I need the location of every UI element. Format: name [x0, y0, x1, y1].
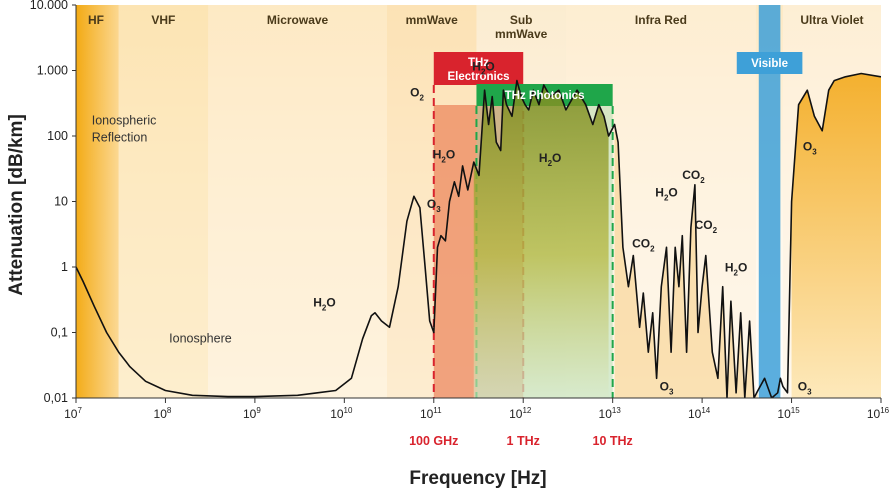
molecule-label: H2O: [313, 295, 335, 312]
y-tick-label: 0,01: [44, 391, 68, 405]
molecule-label: O3: [427, 197, 441, 214]
thz-photonics-label: THz Photonics: [505, 90, 585, 102]
visible-label: Visible: [751, 58, 788, 70]
thz-absorption-fill: [473, 80, 609, 398]
x-tick-label: 1013: [599, 406, 622, 421]
molecule-label: H2O: [472, 60, 494, 77]
x-tick-label: 1015: [777, 406, 800, 421]
molecule-label: O3: [803, 140, 817, 157]
visible-band: [758, 5, 781, 398]
band-label: VHF: [151, 13, 175, 27]
uv-absorption-fill: [791, 73, 881, 398]
molecule-label: CO2: [682, 168, 705, 185]
band-label: HF: [88, 13, 104, 27]
molecule-label: H2O: [655, 185, 677, 202]
band-label: Infra Red: [635, 13, 687, 27]
molecule-label: CO2: [695, 218, 718, 235]
x-axis-label: Frequency [Hz]: [409, 468, 546, 489]
band-label: mmWave: [495, 27, 548, 41]
attenuation-line: [76, 72, 881, 398]
molecule-label: H2O: [539, 151, 561, 168]
region-annotation: Ionosphere: [169, 332, 232, 346]
frequency-marker-label: 10 THz: [593, 434, 633, 448]
axes: 107 108 109 1010 1011 1012 1013 1014 1015 1016 0,0…: [30, 0, 890, 448]
y-tick-label: 0,1: [51, 326, 68, 340]
frequency-marker-label: 1 THz: [507, 434, 540, 448]
molecule-label: H2O: [433, 148, 455, 165]
x-tick-label: 1014: [688, 406, 711, 421]
band-label: Ultra Violet: [800, 13, 863, 27]
x-tick-label: 1011: [420, 406, 442, 421]
molecule-label: O3: [660, 380, 674, 397]
x-tick-label: 1012: [509, 406, 532, 421]
y-tick-label: 1: [61, 260, 68, 274]
y-tick-label: 100: [47, 129, 68, 143]
thz-electronics-label-box: [433, 52, 524, 85]
x-tick-label: 107: [64, 406, 82, 421]
band-label: mmWave: [406, 13, 459, 27]
x-tick-label: 1016: [867, 406, 890, 421]
region-annotation: Reflection: [92, 130, 148, 144]
band-label: Microwave: [267, 13, 329, 27]
visible-label-box: [736, 52, 803, 74]
molecule-label: CO2: [632, 236, 655, 253]
molecule-label: O3: [798, 380, 812, 397]
thz-electronics-label: THz: [468, 57, 489, 69]
band-background: [76, 5, 119, 398]
y-tick-label: 1.000: [37, 64, 68, 78]
y-tick-label: 10.000: [30, 0, 68, 12]
x-tick-label: 108: [154, 406, 172, 421]
ir-absorption-fill: [614, 124, 758, 398]
band-background: [118, 5, 209, 398]
region-annotation: Ionospheric: [92, 113, 157, 127]
y-axis-label: Attenuation [dB/km]: [6, 114, 27, 296]
frequency-marker-label: 100 GHz: [409, 434, 458, 448]
molecule-label: H2O: [725, 261, 747, 278]
thz-electronics-label: Electronics: [448, 71, 510, 83]
y-tick-label: 10: [54, 195, 68, 209]
molecule-label: O2: [410, 86, 424, 103]
attenuation-curve: [76, 72, 881, 398]
curve-fills: [473, 73, 881, 398]
x-tick-label: 109: [243, 406, 261, 421]
band-background: [208, 5, 388, 398]
band-label: Sub: [510, 13, 533, 27]
x-tick-label: 1010: [330, 406, 353, 421]
